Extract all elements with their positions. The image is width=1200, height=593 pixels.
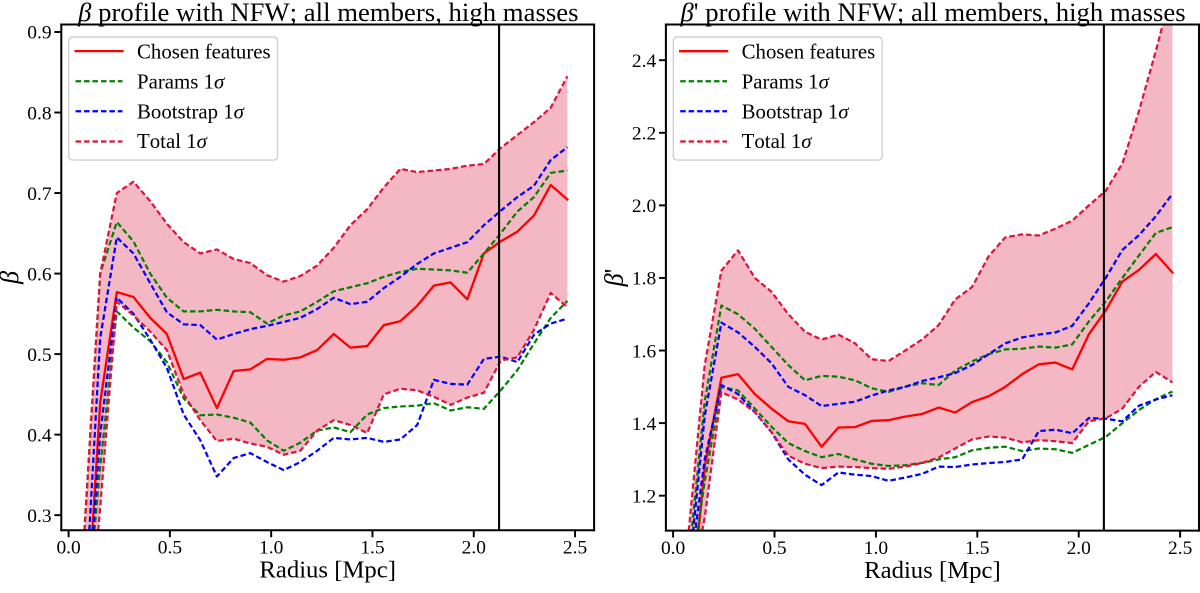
svg-text:β ' p: β ' p r o f i l e w i t h N F W ; a l l: [679, 0, 1185, 27]
svg-text:2.0: 2.0: [462, 538, 486, 559]
svg-text:Radius [Mpc]: Radius [Mpc]: [864, 557, 1001, 584]
svg-text:2.4: 2.4: [632, 51, 657, 72]
svg-text:0.5: 0.5: [27, 345, 51, 366]
svg-text:Radius [Mpc]: Radius [Mpc]: [259, 557, 396, 584]
svg-text:1.0: 1.0: [259, 538, 283, 559]
svg-text:Chosen features: Chosen features: [742, 39, 876, 63]
svg-text:β: β: [0, 270, 24, 285]
svg-text:0.0: 0.0: [661, 538, 685, 559]
svg-text:1.8: 1.8: [632, 269, 656, 290]
svg-text:B o o t: B o o t s t r a p 1 σ: [137, 98, 245, 123]
svg-text:1.6: 1.6: [632, 341, 657, 362]
svg-text:0.0: 0.0: [56, 538, 80, 559]
svg-text:1.2: 1.2: [632, 486, 656, 507]
svg-text:2.5: 2.5: [1168, 538, 1192, 559]
svg-text:2.0: 2.0: [1067, 538, 1091, 559]
svg-text:T o t a: T o t a l 1 σ: [137, 128, 208, 153]
svg-text:β p r: β p r o f i l e w i t h N F W ; a l l m: [77, 0, 578, 27]
svg-text:0.8: 0.8: [27, 103, 51, 124]
svg-text:B o o t: B o o t s t r a p 1 σ: [742, 98, 850, 123]
svg-text:2.2: 2.2: [632, 124, 656, 145]
svg-text:Chosen features: Chosen features: [137, 39, 271, 63]
svg-text:0.5: 0.5: [158, 538, 182, 559]
svg-text:2.5: 2.5: [563, 538, 587, 559]
svg-text:T o t a: T o t a l 1 σ: [742, 128, 813, 153]
svg-text:P a r a: P a r a m s 1 σ: [742, 68, 830, 93]
svg-text:1.5: 1.5: [965, 538, 989, 559]
svg-text:0.3: 0.3: [27, 506, 51, 527]
svg-text:β ': β ': [598, 268, 628, 288]
svg-text:1.5: 1.5: [360, 538, 384, 559]
svg-text:1.4: 1.4: [632, 414, 657, 435]
svg-text:0.6: 0.6: [27, 264, 52, 285]
svg-text:P a r a: P a r a m s 1 σ: [137, 68, 225, 93]
svg-text:0.7: 0.7: [27, 184, 52, 205]
svg-text:0.5: 0.5: [762, 538, 786, 559]
svg-text:0.4: 0.4: [27, 425, 52, 446]
svg-text:2.0: 2.0: [632, 196, 656, 217]
svg-text:0.9: 0.9: [27, 23, 51, 44]
svg-text:1.0: 1.0: [864, 538, 888, 559]
